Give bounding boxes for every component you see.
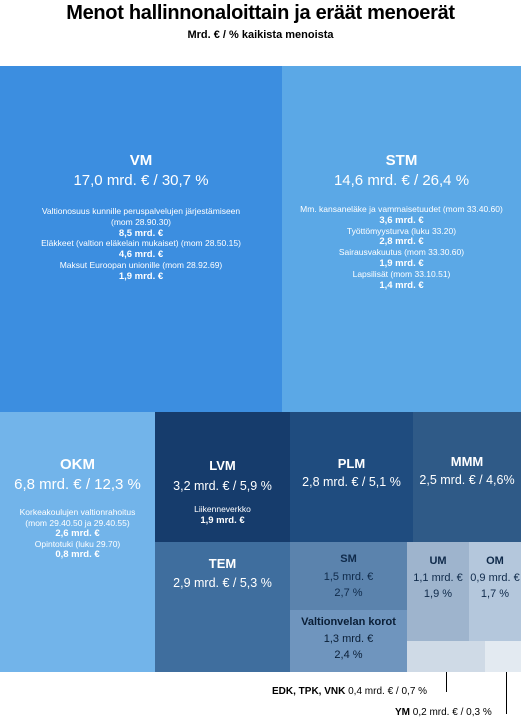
outside-label-value: 0,4 mrd. € / 0,7 %	[345, 686, 428, 697]
tile-label: STM	[385, 152, 418, 169]
tile-detail-value: 3,6 mrd. €	[379, 214, 424, 226]
tile-detail-label: Opintotuki (luku 29.70)	[34, 538, 121, 549]
tile-detail-value: 4,6 mrd. €	[118, 249, 164, 261]
tile-detail-label: Sairausvakuutus (mom 33.30.60)	[338, 247, 465, 258]
tile-detail-value: 2,6 mrd. €	[55, 528, 100, 540]
outside-label-edk-tpk-vnk: EDK, TPK, VNK 0,4 mrd. € / 0,7 %	[272, 686, 427, 697]
outside-label-value: 0,2 mrd. € / 0,3 %	[410, 707, 492, 718]
treemap-tile-edk-tpk-vnk	[407, 641, 485, 672]
tile-value-label: 2,8 mrd. € / 5,1 %	[302, 475, 401, 489]
tile-label: TEM	[208, 556, 237, 571]
treemap-tile-lvm: LVM 3,2 mrd. € / 5,9 % Liikenneverkko 1,9 m…	[155, 412, 290, 542]
chart-subtitle: Mrd. € / % kaikista menoista	[187, 29, 334, 41]
tile-detail-label: Mm. kansaneläke ja vammaisetuudet (mom 3…	[300, 204, 503, 214]
tile-detail-value: 1,4 mrd. €	[379, 279, 424, 291]
treemap-tile-om: OM 0,9 mrd. € 1,7 %	[469, 542, 521, 641]
outside-label-ym: YM 0,2 mrd. € / 0,3 %	[395, 707, 492, 718]
tile-detail-value: 1,9 mrd. €	[200, 514, 245, 526]
tile-detail-label: Eläkkeet (valtion eläkelain mukaiset) (m…	[41, 238, 241, 249]
tile-percent-label: 2,7 %	[334, 587, 363, 599]
tile-label: VM	[129, 152, 153, 169]
tile-detail-label: Korkeakoulujen valtionrahoitus	[19, 507, 136, 517]
tile-detail-label: (mom 29.40.50 ja 29.40.55)	[25, 517, 130, 528]
tile-detail-label: Lapsilisät (mom 33.10.51)	[352, 268, 451, 279]
treemap-tile-tem: TEM 2,9 mrd. € / 5,3 %	[155, 542, 290, 672]
leader-line	[446, 672, 447, 692]
outside-label-code: EDK, TPK, VNK	[272, 686, 346, 697]
tile-percent-label: 2,4 %	[334, 649, 363, 661]
treemap-tile-valtionvelan-korot: Valtionvelan korot 1,3 mrd. € 2,4 %	[290, 610, 407, 672]
tile-value-label: 14,6 mrd. € / 26,4 %	[333, 172, 470, 189]
tile-detail-label: Työttömyysturva (luku 33.20)	[346, 225, 457, 236]
tile-value-label: 1,1 mrd. €	[413, 572, 463, 584]
tile-value-label: 2,9 mrd. € / 5,3 %	[173, 576, 272, 590]
tile-detail-value: 2,8 mrd. €	[379, 236, 424, 248]
tile-label: OM	[486, 555, 504, 567]
tile-detail-label: Maksut Euroopan unionille (mom 28.92.69)	[59, 260, 223, 270]
tile-detail-label: Valtionosuus kunnille peruspalvelujen jä…	[41, 206, 241, 216]
tile-label: Valtionvelan korot	[301, 616, 396, 628]
chart-title: Menot hallinnonaloittain ja eräät menoer…	[66, 2, 455, 24]
tile-detail-value: 8,5 mrd. €	[118, 227, 164, 239]
tile-value-label: 0,9 mrd. €	[470, 572, 520, 584]
tile-detail-value: 0,8 mrd. €	[55, 549, 100, 561]
treemap-tile-stm: STM 14,6 mrd. € / 26,4 % Mm. kansaneläke j…	[282, 66, 521, 412]
tile-value-label: 17,0 mrd. € / 30,7 %	[73, 172, 209, 189]
tile-detail-label: (mom 28.90.30)	[111, 216, 171, 227]
tile-detail-value: 1,9 mrd. €	[118, 270, 164, 282]
tile-value-label: 1,5 mrd. €	[323, 571, 374, 583]
tile-detail-value: 1,9 mrd. €	[379, 258, 424, 269]
tile-label: SM	[340, 553, 357, 565]
tile-label: OKM	[60, 456, 95, 473]
treemap-tile-vm: VM 17,0 mrd. € / 30,7 % Valtionosuus kunni…	[0, 66, 282, 412]
outside-label-code: YM	[395, 707, 410, 718]
tile-value-label: 6,8 mrd. € / 12,3 %	[14, 476, 141, 493]
treemap-tile-ym	[485, 641, 521, 672]
treemap-tile-plm: PLM 2,8 mrd. € / 5,1 %	[290, 412, 413, 542]
tile-label: MMM	[450, 454, 484, 469]
tile-value-label: 1,3 mrd. €	[323, 633, 374, 645]
treemap-tile-um: UM 1,1 mrd. € 1,9 %	[407, 542, 469, 641]
treemap-tile-mmm: MMM 2,5 mrd. € / 4,6%	[413, 412, 521, 542]
tile-label: LVM	[209, 458, 236, 473]
tile-label: PLM	[337, 456, 366, 471]
tile-value-label: 3,2 mrd. € / 5,9 %	[173, 479, 272, 493]
treemap-tile-okm: OKM 6,8 mrd. € / 12,3 % Korkeakoulujen val…	[0, 412, 155, 672]
tile-percent-label: 1,7 %	[480, 588, 510, 600]
tile-label: UM	[429, 555, 447, 567]
tile-detail-label: Liikenneverkko	[194, 504, 251, 514]
treemap-tile-sm: SM 1,5 mrd. € 2,7 %	[290, 542, 407, 610]
leader-line	[506, 672, 507, 714]
tile-value-label: 2,5 mrd. € / 4,6%	[419, 473, 515, 487]
tile-percent-label: 1,9 %	[423, 588, 453, 600]
